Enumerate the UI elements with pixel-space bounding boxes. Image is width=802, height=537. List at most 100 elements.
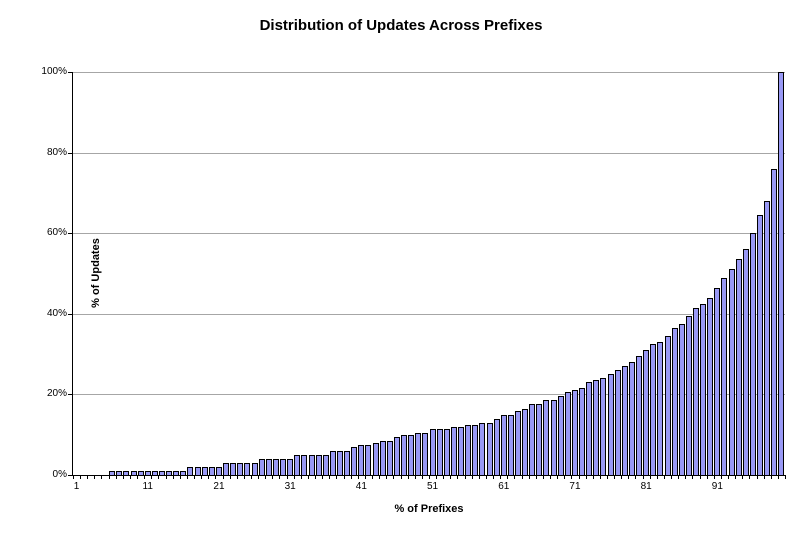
- x-minor-tick: [485, 476, 487, 479]
- x-minor-tick: [101, 476, 103, 479]
- bar-95: [742, 249, 749, 475]
- x-minor-tick: [293, 476, 295, 479]
- bar-30: [280, 459, 287, 475]
- x-tick-label-71: 71: [569, 481, 581, 492]
- bar-44: [379, 441, 386, 475]
- x-minor-tick: [172, 476, 174, 479]
- x-minor-tick: [364, 476, 366, 479]
- x-minor-tick: [300, 476, 302, 479]
- bar-41: [358, 445, 365, 475]
- x-minor-tick: [307, 476, 309, 479]
- x-minor-tick: [286, 476, 288, 479]
- x-minor-tick: [720, 476, 722, 479]
- x-minor-tick: [429, 476, 430, 479]
- bar-53: [443, 429, 450, 475]
- x-minor-tick: [535, 476, 537, 479]
- x-minor-tick: [329, 476, 331, 479]
- y-tick-20: [68, 394, 72, 395]
- bar-6: [109, 471, 116, 475]
- plot-area: 0% 20% 40% 60% 80% 100% 1 11 21 31 41 51 61 71 81 91 %…: [41, 66, 786, 515]
- bar-91: [714, 288, 721, 475]
- bar-68: [550, 400, 557, 475]
- x-minor-tick: [386, 476, 388, 479]
- x-minor-tick: [756, 476, 758, 479]
- x-tick-label-61: 61: [498, 481, 510, 492]
- bar-12: [151, 471, 158, 475]
- bar-81: [643, 350, 650, 475]
- x-tick-label-51: 51: [426, 481, 439, 492]
- bar-13: [159, 471, 165, 475]
- bar-42: [365, 445, 372, 475]
- x-minor-tick: [151, 476, 153, 479]
- x-minor-tick: [80, 476, 82, 479]
- x-minor-tick: [656, 476, 658, 479]
- bar-15: [173, 471, 180, 475]
- bar-38: [337, 451, 343, 475]
- x-minor-tick: [407, 476, 409, 479]
- x-minor-tick: [243, 476, 245, 479]
- x-minor-tick: [229, 476, 231, 479]
- x-minor-tick: [336, 476, 338, 479]
- x-minor-tick: [165, 476, 167, 479]
- x-minor-tick: [108, 476, 110, 479]
- y-tick-80: [68, 153, 72, 154]
- x-minor-tick: [251, 476, 252, 479]
- x-minor-tick: [137, 476, 139, 479]
- x-minor-tick: [713, 476, 715, 479]
- bar-27: [258, 459, 265, 475]
- bar-100: [778, 72, 785, 475]
- bar-7: [116, 471, 123, 475]
- bar-46: [393, 437, 400, 475]
- bar-75: [600, 378, 607, 475]
- x-tick-label-31: 31: [284, 481, 296, 492]
- x-minor-tick: [421, 476, 423, 479]
- y-tick-60: [68, 233, 72, 234]
- bar-67: [543, 400, 550, 475]
- x-tick-label-41: 41: [355, 481, 367, 492]
- bar-31: [287, 459, 294, 475]
- bar-17: [187, 467, 194, 475]
- bar-69: [557, 396, 564, 475]
- x-minor-tick: [122, 476, 124, 479]
- x-minor-tick: [564, 476, 566, 479]
- x-minor-tick: [222, 476, 224, 479]
- bar-86: [678, 324, 685, 475]
- x-minor-tick: [201, 476, 203, 479]
- gridline-80: [73, 153, 785, 154]
- x-minor-tick: [614, 476, 616, 479]
- bar-74: [593, 380, 600, 475]
- bar-24: [237, 463, 244, 475]
- x-minor-tick: [521, 476, 523, 479]
- x-minor-tick: [279, 476, 281, 479]
- bar-23: [230, 463, 237, 475]
- x-minor-tick: [785, 476, 786, 479]
- bar-19: [201, 467, 208, 475]
- x-minor-tick: [372, 476, 374, 479]
- x-minor-tick: [343, 476, 345, 479]
- chart-title: Distribution of Updates Across Prefixes: [259, 17, 543, 34]
- x-minor-tick: [735, 476, 737, 479]
- x-tick-label-81: 81: [640, 481, 652, 492]
- x-minor-tick: [514, 476, 516, 479]
- bar-11: [144, 471, 151, 475]
- y-tick-label-60: 60%: [46, 227, 67, 238]
- x-minor-tick: [471, 476, 473, 479]
- bar-43: [372, 443, 379, 475]
- bar-58: [479, 423, 486, 475]
- x-minor-tick: [685, 476, 687, 479]
- bar-79: [628, 362, 635, 475]
- x-minor-tick: [115, 476, 117, 479]
- x-axis-line: [72, 475, 786, 476]
- bar-50: [422, 433, 429, 475]
- bar-83: [657, 342, 664, 475]
- bar-8: [123, 471, 130, 475]
- bar-82: [650, 344, 657, 475]
- bar-57: [472, 425, 479, 475]
- bar-36: [322, 455, 329, 475]
- x-minor-tick: [350, 476, 352, 479]
- x-tick-label-21: 21: [213, 481, 225, 492]
- bar-9: [130, 471, 137, 475]
- bar-78: [621, 366, 628, 475]
- bar-98: [764, 201, 771, 475]
- x-minor-tick: [770, 476, 772, 479]
